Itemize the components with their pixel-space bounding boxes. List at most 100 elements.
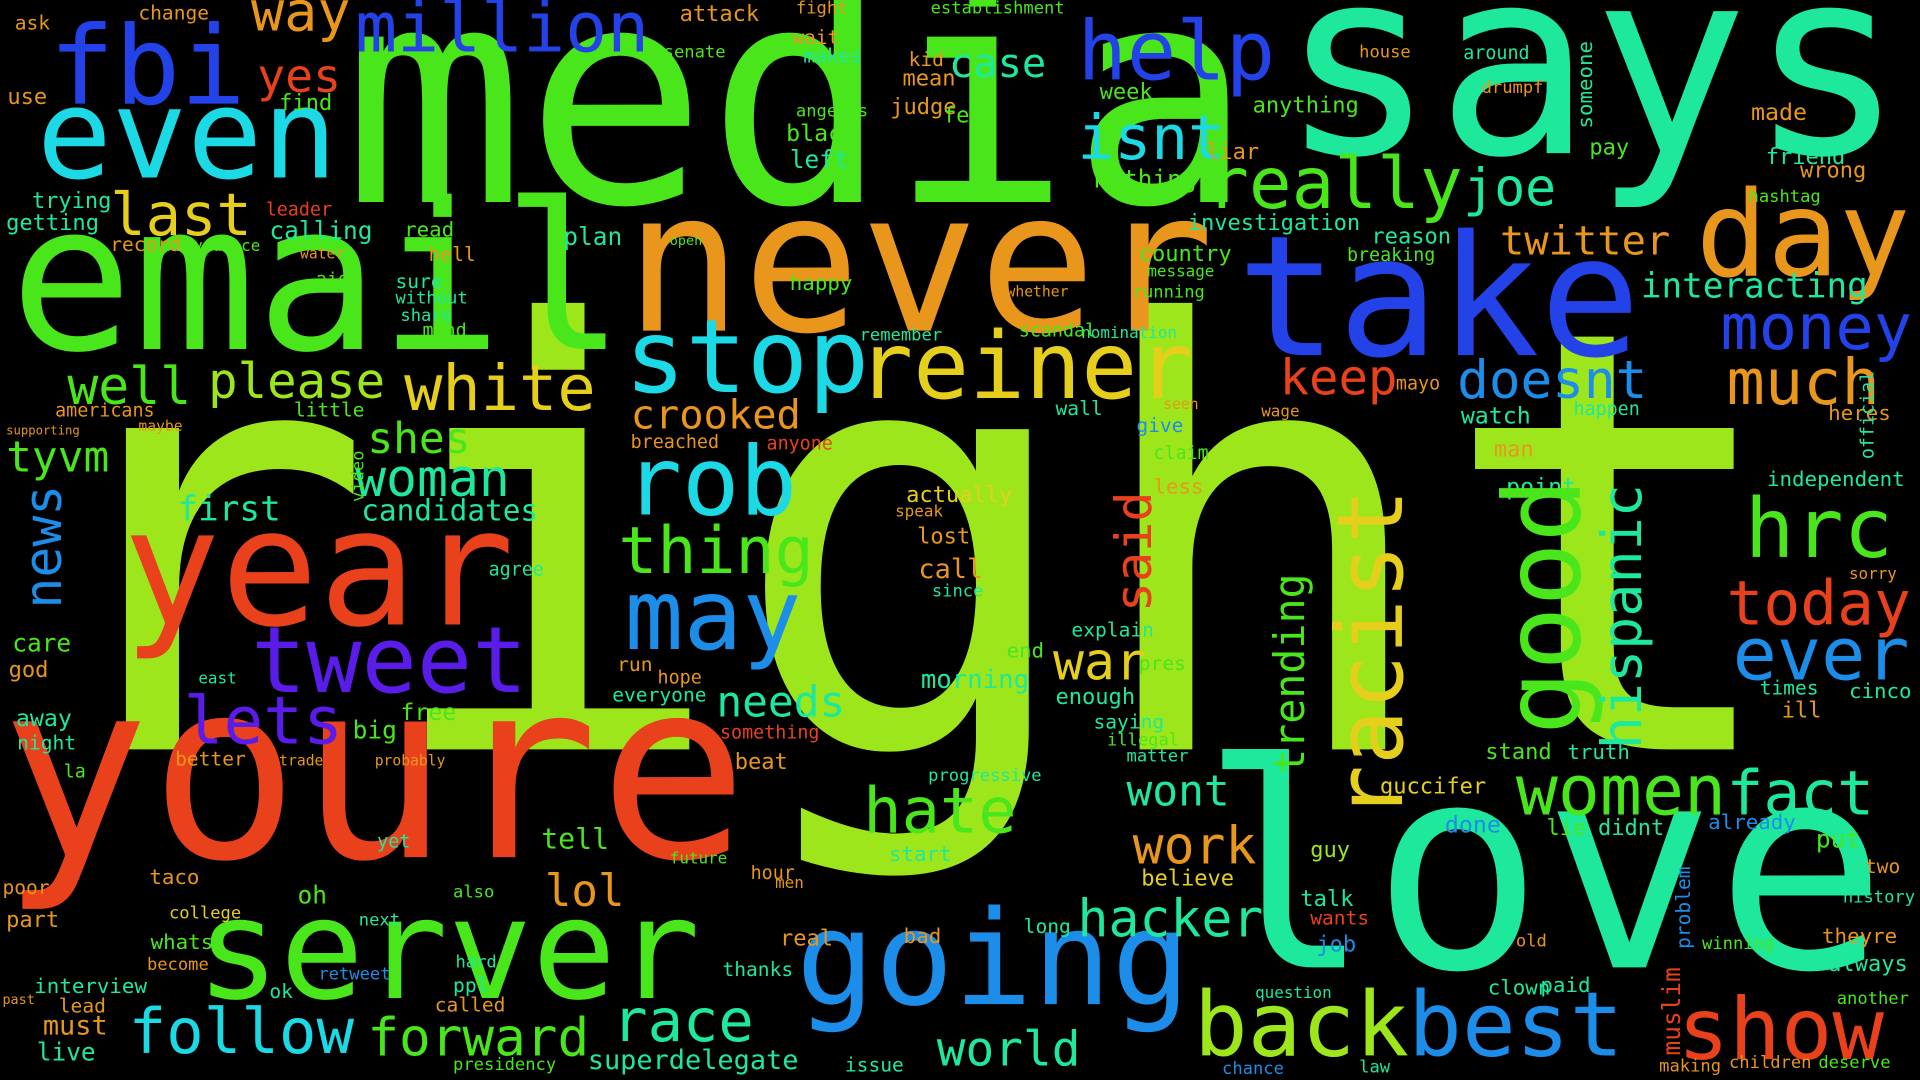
word: fbi	[49, 3, 246, 130]
word: running	[1133, 283, 1205, 303]
word: nothing	[1093, 164, 1196, 193]
word: change	[138, 2, 209, 25]
word: best	[1408, 974, 1623, 1078]
word: truth	[1567, 740, 1630, 764]
word: said	[1104, 491, 1163, 612]
word: trending	[1265, 573, 1314, 773]
word: white	[404, 352, 596, 426]
word: hope	[658, 667, 702, 688]
word: man	[1494, 438, 1534, 463]
word: money	[1720, 291, 1912, 365]
word: saying	[1093, 711, 1164, 734]
word: hacker	[1078, 890, 1264, 950]
word: establishment	[931, 0, 1065, 18]
word: maybe	[138, 418, 182, 435]
word: way	[251, 0, 351, 44]
word: scandal	[1019, 321, 1096, 342]
word: beat	[735, 750, 788, 775]
word: black	[786, 120, 856, 147]
word: guccifer	[1380, 774, 1486, 799]
word: anyone	[767, 433, 833, 454]
word: anything	[1253, 94, 1359, 119]
word: big	[353, 715, 397, 744]
word: give	[1136, 414, 1183, 437]
word: speak	[895, 502, 943, 521]
word: lost	[917, 525, 970, 550]
word: progressive	[928, 766, 1041, 786]
word: forward	[367, 1008, 589, 1069]
word: hour	[751, 863, 795, 884]
word: old	[1516, 932, 1547, 952]
word: angeles	[796, 101, 868, 121]
word: winning	[1702, 934, 1774, 954]
word: become	[147, 955, 209, 975]
word: children	[1729, 1053, 1811, 1073]
word: someone	[1573, 41, 1597, 129]
word: guy	[1310, 838, 1350, 863]
word: feel	[943, 103, 996, 128]
word: east	[198, 668, 236, 687]
word: hrc	[1745, 482, 1893, 577]
word: tell	[541, 823, 609, 856]
word: run	[617, 653, 652, 676]
word: crooked	[631, 391, 801, 439]
word: law	[1359, 1058, 1391, 1078]
word: bad	[904, 924, 942, 948]
word: love	[1200, 703, 1887, 1035]
word: sure	[396, 270, 443, 293]
word: never	[624, 150, 1214, 378]
word: lead	[59, 995, 106, 1018]
word: sorry	[1849, 564, 1897, 583]
word: last	[110, 180, 252, 249]
word: really	[1206, 142, 1463, 225]
word: tyvm	[6, 432, 109, 482]
word: week	[1100, 80, 1153, 105]
word: two	[1865, 855, 1900, 878]
word: mind	[422, 321, 466, 342]
word: live	[37, 1037, 96, 1066]
word: made	[1751, 99, 1807, 126]
word: please	[208, 353, 385, 410]
word: better	[175, 747, 246, 770]
word: year	[122, 474, 514, 663]
word: clown	[1488, 975, 1551, 999]
word: hell	[429, 243, 476, 266]
word: women	[1516, 750, 1726, 831]
word: race	[612, 986, 754, 1055]
word: news	[14, 485, 74, 609]
word: since	[932, 581, 984, 601]
word: ever	[1733, 613, 1910, 698]
word: ill	[1782, 699, 1822, 724]
word: called	[435, 993, 506, 1016]
word: hard	[456, 952, 497, 972]
word: even	[37, 63, 338, 208]
word: ok	[269, 980, 293, 1003]
word: find	[279, 91, 332, 116]
word: oh	[298, 881, 327, 910]
word: past	[2, 993, 34, 1008]
word: little	[294, 398, 365, 421]
word: breached	[631, 432, 719, 453]
word: case	[949, 39, 1046, 87]
word: real	[780, 926, 833, 951]
word: first	[178, 489, 281, 529]
word: whether	[1007, 283, 1069, 300]
word: wants	[1310, 906, 1369, 929]
word: may	[624, 559, 801, 673]
word: liar	[1206, 140, 1259, 165]
word: away	[16, 705, 72, 732]
word: history	[1843, 887, 1915, 907]
word: wait	[792, 26, 839, 49]
word: wall	[1056, 397, 1103, 420]
word: kid	[909, 48, 944, 71]
word: investigation	[1188, 211, 1360, 236]
word: stand	[1485, 740, 1551, 765]
word: wrong	[1800, 159, 1866, 184]
word: says	[1280, 0, 1905, 215]
word: issue	[845, 1053, 904, 1076]
word: hashtag	[1749, 187, 1821, 207]
word: probably	[375, 752, 446, 769]
word: server	[196, 868, 700, 1031]
word: call	[918, 554, 983, 585]
word: enough	[1056, 685, 1136, 710]
